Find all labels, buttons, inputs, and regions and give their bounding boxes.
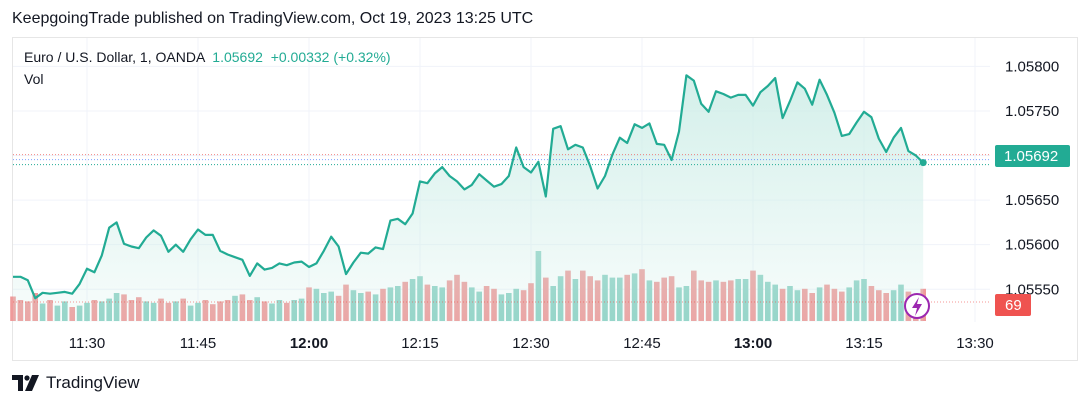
chart-frame[interactable] xyxy=(12,37,1078,361)
x-tick-label: 11:45 xyxy=(180,335,216,352)
legend-symbol[interactable]: Euro / U.S. Dollar, 1, OANDA xyxy=(24,49,205,65)
x-tick-label: 13:00 xyxy=(734,335,772,352)
tradingview-brand: TradingView xyxy=(46,373,140,392)
flash-icon[interactable] xyxy=(904,293,930,319)
tradingview-logo[interactable]: TradingView xyxy=(12,373,140,393)
chart-legend: Euro / U.S. Dollar, 1, OANDA 1.05692 +0.… xyxy=(24,46,391,90)
y-tick-label: 1.05650 xyxy=(1005,192,1059,209)
y-tick-label: 1.05750 xyxy=(1005,103,1059,120)
volume-badge-bg xyxy=(995,294,1031,316)
tradingview-logo-icon xyxy=(12,375,39,391)
legend-last-price: 1.05692 xyxy=(212,49,263,65)
flash-icon-bolt xyxy=(912,297,922,316)
price-area xyxy=(13,75,924,322)
x-tick-label: 11:30 xyxy=(69,335,105,352)
price-line-path xyxy=(13,74,924,300)
time-axis[interactable]: 11:30 11:45 12:00 12:15 12:30 12:45 13:00 13:15… xyxy=(69,335,994,352)
x-tick-label: 12:15 xyxy=(401,335,439,352)
x-tick-label: 13:30 xyxy=(956,335,994,352)
price-area-fill xyxy=(13,75,924,322)
price-axis[interactable]: 1.058001.057501.057001.056501.056001.055… xyxy=(1005,58,1059,298)
legend-volume-label[interactable]: Vol xyxy=(24,71,44,87)
y-tick-label: 1.05800 xyxy=(1005,58,1059,75)
x-tick-label: 12:30 xyxy=(512,335,550,352)
x-tick-label: 12:00 xyxy=(290,335,328,352)
price-line xyxy=(13,74,990,303)
axis-badges: 1.05692 69 xyxy=(995,145,1070,316)
last-price-dot xyxy=(919,159,927,167)
publish-header: KeepgoingTrade published on TradingView.… xyxy=(12,10,534,27)
x-tick-label: 12:45 xyxy=(623,335,661,352)
legend-symbol-row: Euro / U.S. Dollar, 1, OANDA 1.05692 +0.… xyxy=(24,46,391,68)
price-badge: 1.05692 xyxy=(1004,148,1058,165)
y-tick-label: 1.05600 xyxy=(1005,237,1059,254)
x-tick-label: 13:15 xyxy=(845,335,883,352)
legend-change: +0.00332 (+0.32%) xyxy=(270,49,391,65)
price-badge-bg xyxy=(995,145,1070,167)
volume-badge: 69 xyxy=(1005,297,1022,314)
